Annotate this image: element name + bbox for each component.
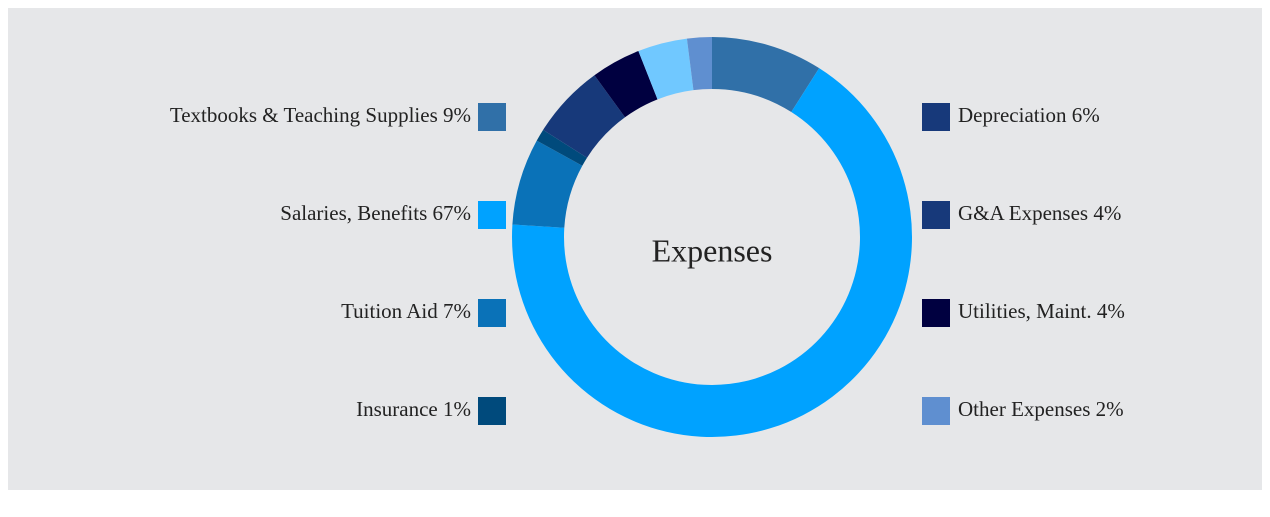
donut-slice xyxy=(686,37,712,91)
legend-name: Insurance xyxy=(356,397,438,421)
chart-title: Expenses xyxy=(652,232,773,268)
donut-slice xyxy=(712,37,820,113)
legend-value: 2% xyxy=(1096,397,1124,421)
legend-swatch xyxy=(922,103,950,131)
legend-label: Other Expenses 2% xyxy=(958,397,1124,421)
legend-name: Tuition Aid xyxy=(341,299,438,323)
legend-value: 1% xyxy=(443,397,471,421)
legend-name: Depreciation xyxy=(958,103,1067,127)
legend-name: G&A Expenses xyxy=(958,201,1088,225)
legend-name: Salaries, Benefits xyxy=(280,201,427,225)
legend-label: Insurance 1% xyxy=(356,397,471,421)
legend-swatch xyxy=(478,201,506,229)
legend-label: G&A Expenses 4% xyxy=(958,201,1121,225)
legend-label: Salaries, Benefits 67% xyxy=(280,201,471,225)
donut-slice xyxy=(536,129,588,166)
donut-slice xyxy=(638,38,694,100)
legend-value: 4% xyxy=(1093,201,1121,225)
legend-value: 6% xyxy=(1072,103,1100,127)
legend-swatch xyxy=(478,103,506,131)
legend-swatch xyxy=(922,201,950,229)
donut-slice xyxy=(594,51,658,118)
legend-value: 9% xyxy=(443,103,471,127)
legend-swatch xyxy=(478,299,506,327)
legend-swatch xyxy=(922,299,950,327)
legend-label: Utilities, Maint. 4% xyxy=(958,299,1125,323)
legend-label: Textbooks & Teaching Supplies 9% xyxy=(170,103,471,127)
legend-swatch xyxy=(478,397,506,425)
legend-name: Other Expenses xyxy=(958,397,1090,421)
legend-label: Depreciation 6% xyxy=(958,103,1100,127)
legend-name: Textbooks & Teaching Supplies xyxy=(170,103,438,127)
legend-name: Utilities, Maint. xyxy=(958,299,1092,323)
legend-swatch xyxy=(922,397,950,425)
donut-slice xyxy=(543,75,626,158)
legend-value: 67% xyxy=(433,201,472,225)
legend-label: Tuition Aid 7% xyxy=(341,299,471,323)
legend-value: 7% xyxy=(443,299,471,323)
legend-value: 4% xyxy=(1097,299,1125,323)
donut-slice xyxy=(512,140,583,228)
